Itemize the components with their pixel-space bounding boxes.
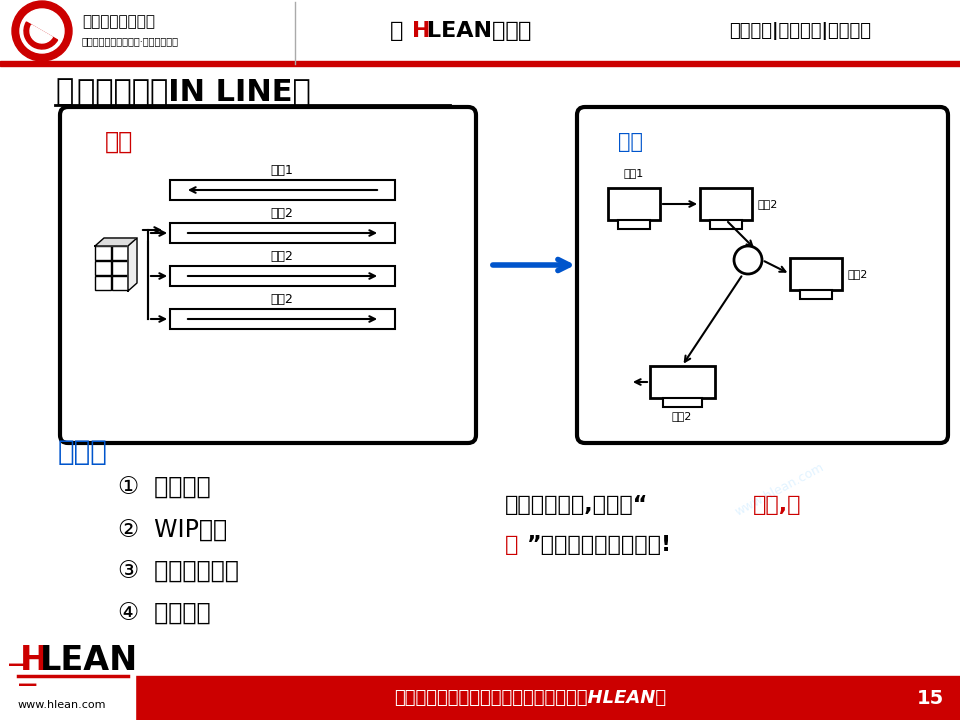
Text: ④  消除搬运: ④ 消除搬运 — [118, 602, 210, 626]
Text: ”的概念进行站别布置!: ”的概念进行站别布置! — [527, 535, 672, 555]
Text: 優点：: 優点： — [58, 438, 108, 466]
FancyBboxPatch shape — [577, 107, 948, 443]
Text: 离群索居（IN LINE）: 离群索居（IN LINE） — [77, 78, 311, 107]
Bar — [112, 276, 128, 290]
Bar — [170, 266, 395, 286]
Text: ①  品质提升: ① 品质提升 — [118, 476, 210, 500]
FancyBboxPatch shape — [60, 107, 476, 443]
Text: www.hlean.com: www.hlean.com — [183, 191, 276, 249]
Text: 精益生产促进中心: 精益生产促进中心 — [82, 14, 155, 30]
Bar — [0, 61, 960, 66]
Circle shape — [734, 246, 762, 274]
Circle shape — [20, 9, 64, 53]
Text: 工剹1: 工剹1 — [624, 168, 644, 178]
Text: 15: 15 — [917, 688, 944, 708]
Bar — [608, 188, 660, 220]
Text: www.hlean.com: www.hlean.com — [733, 461, 827, 519]
Text: 主流,支: 主流,支 — [753, 495, 802, 515]
Text: H: H — [412, 21, 430, 41]
Text: 工剹2: 工剹2 — [271, 293, 294, 306]
Bar — [710, 220, 741, 229]
Text: www.hlean.com: www.hlean.com — [223, 331, 317, 389]
Text: H: H — [20, 644, 48, 678]
Text: 工剹2: 工剹2 — [672, 411, 692, 421]
Text: www.hlean.com: www.hlean.com — [653, 261, 747, 319]
Text: 随线: 随线 — [618, 132, 643, 152]
Text: 工剹2: 工剹2 — [847, 269, 868, 279]
Text: 《: 《 — [390, 21, 403, 41]
Text: 做行业标杆，找精弘益；要幸福高效，用HLEAN！: 做行业标杆，找精弘益；要幸福高效，用HLEAN！ — [394, 689, 666, 707]
Text: 》: 》 — [518, 21, 532, 41]
Text: 工剹2: 工剹2 — [271, 207, 294, 220]
Bar — [650, 366, 715, 398]
Bar — [618, 220, 650, 229]
Text: 离线: 离线 — [105, 130, 133, 154]
Text: ③  前置时间减少: ③ 前置时间减少 — [118, 560, 239, 584]
Polygon shape — [128, 238, 137, 291]
Wedge shape — [24, 22, 58, 49]
Bar — [663, 398, 702, 407]
Bar — [801, 290, 831, 299]
Text: 工剹2: 工剹2 — [757, 199, 778, 209]
Bar — [95, 261, 111, 275]
Text: 中国先进精益管理体系·智能制造系统: 中国先进精益管理体系·智能制造系统 — [82, 36, 179, 46]
Text: 流: 流 — [505, 535, 518, 555]
Polygon shape — [95, 238, 137, 246]
Text: 工剹1: 工剹1 — [271, 164, 294, 177]
Bar — [170, 223, 395, 243]
Bar — [170, 309, 395, 329]
Text: —: — — [8, 655, 28, 675]
Text: 精益生产|智能制造|管理前沿: 精益生产|智能制造|管理前沿 — [729, 22, 871, 40]
Text: LEAN学堂: LEAN学堂 — [427, 21, 518, 41]
Bar — [790, 258, 842, 290]
Text: 切勿离线作业,只能以“: 切勿离线作业,只能以“ — [505, 495, 648, 515]
Text: www.hlean.com: www.hlean.com — [18, 700, 107, 710]
Text: —: — — [18, 675, 37, 695]
Text: 工剹2: 工剹2 — [271, 250, 294, 263]
Bar — [0, 676, 135, 720]
Wedge shape — [30, 25, 53, 43]
Bar — [95, 276, 111, 290]
Bar — [0, 0, 960, 62]
Text: LEAN: LEAN — [40, 644, 138, 678]
Text: ②  WIP减少: ② WIP减少 — [118, 518, 228, 542]
Bar — [170, 180, 395, 200]
Bar — [112, 261, 128, 275]
Bar — [95, 246, 111, 260]
Circle shape — [12, 1, 72, 61]
Text: 不: 不 — [55, 78, 73, 107]
Bar — [0, 646, 135, 676]
Bar — [700, 188, 752, 220]
Bar — [112, 246, 128, 260]
Bar — [0, 676, 960, 720]
